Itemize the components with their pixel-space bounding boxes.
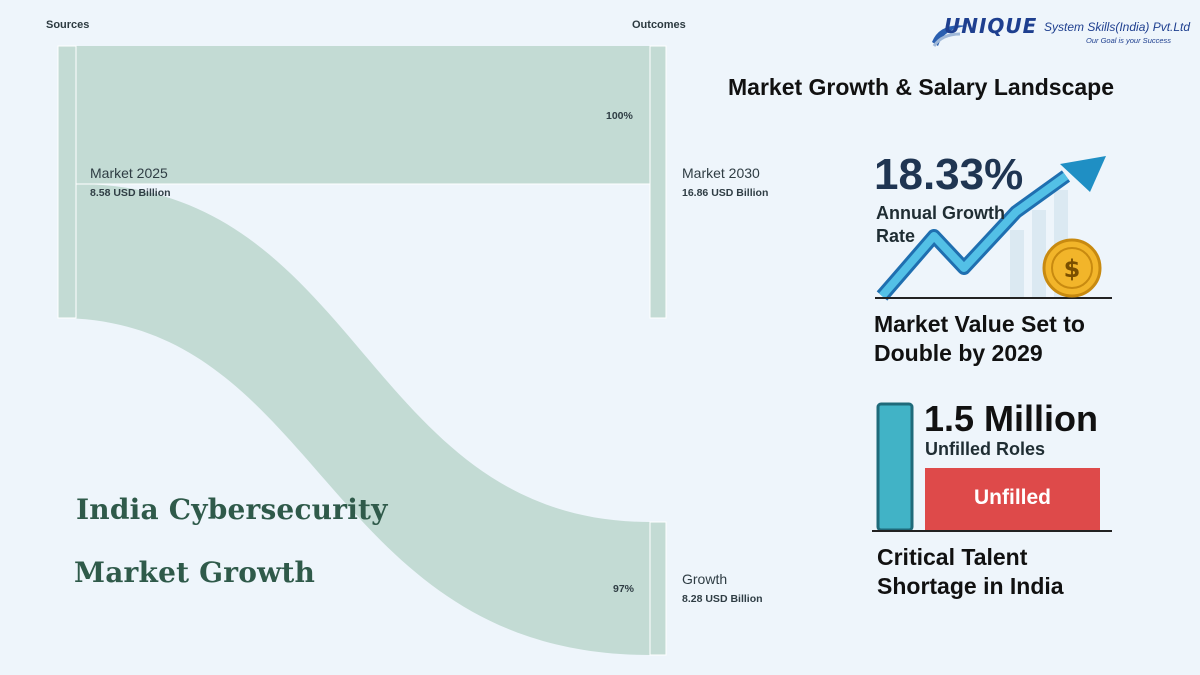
- node-growth: [649, 521, 667, 656]
- link-percent-bottom: 97%: [613, 583, 635, 595]
- node-market-2025: [57, 45, 77, 319]
- target-top-node-label: Market 2030: [682, 165, 760, 181]
- source-node-value: 8.58 USD Billion: [90, 187, 171, 199]
- link-percent-top: 100%: [606, 110, 633, 122]
- dollar-coin-icon: $: [1042, 238, 1102, 298]
- right-panel-title: Market Growth & Salary Landscape: [728, 74, 1115, 100]
- logo-swoosh-icon: [932, 25, 968, 47]
- svg-text:$: $: [1064, 255, 1081, 283]
- left-title-line1: India Cybersecurity: [76, 493, 388, 526]
- growth-rate-label-2: Rate: [876, 226, 916, 246]
- logo-tagline: Our Goal is your Success: [1086, 36, 1172, 45]
- market-value-line1: Market Value Set to: [874, 311, 1085, 337]
- shortage-line2: Shortage in India: [877, 573, 1064, 599]
- logo-word: UNIQUE: [944, 14, 1038, 38]
- unfilled-roles-label: Unfilled Roles: [925, 439, 1046, 459]
- left-title-line2: Market Growth: [74, 556, 316, 589]
- unfilled-bar-label: Unfilled: [974, 486, 1051, 509]
- unfilled-roles-value: 1.5 Million: [924, 398, 1099, 439]
- sources-header: Sources: [46, 19, 90, 31]
- link-market2025-to-market2030: [76, 46, 650, 184]
- target-top-node-value: 16.86 USD Billion: [682, 187, 769, 199]
- target-bottom-node-value: 8.28 USD Billion: [682, 593, 763, 605]
- talent-gap-graphic: [872, 402, 1112, 532]
- source-node-label: Market 2025: [90, 165, 168, 181]
- market-value-line2: Double by 2029: [874, 340, 1043, 366]
- company-logo: UNIQUE System Skills(India) Pvt.Ltd Our …: [930, 14, 1190, 54]
- growth-rate-value: 18.33%: [874, 150, 1024, 199]
- shortage-line1: Critical Talent: [877, 544, 1028, 570]
- sankey-chart: [57, 45, 667, 656]
- growth-rate-label-1: Annual Growth: [876, 203, 1005, 223]
- target-bottom-node-label: Growth: [682, 571, 728, 587]
- logo-company-name: System Skills(India) Pvt.Ltd: [1044, 20, 1191, 34]
- link-market2025-to-growth: [58, 184, 650, 655]
- growth-arrow-graphic: $: [875, 156, 1112, 301]
- outcomes-header: Outcomes: [632, 19, 686, 31]
- node-market-2030: [649, 45, 667, 319]
